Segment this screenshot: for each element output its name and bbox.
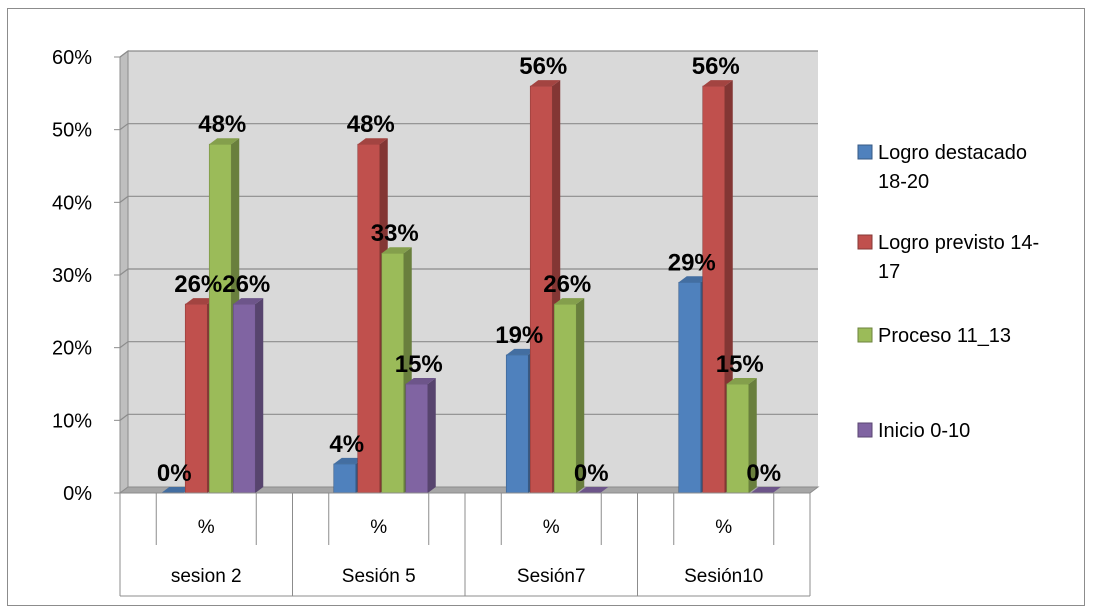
bar-top bbox=[506, 348, 537, 355]
data-label: 0% bbox=[574, 460, 609, 487]
bar-top bbox=[161, 487, 192, 493]
bar-front bbox=[232, 303, 256, 494]
bars bbox=[160, 80, 781, 494]
legend-swatch bbox=[857, 327, 873, 343]
bar-side bbox=[255, 298, 264, 493]
bar-top bbox=[726, 378, 757, 384]
y-axis-ticks: 0% 10% 20% 30% 40% 50% 60% bbox=[52, 47, 121, 505]
y-tick-label: 0% bbox=[63, 483, 92, 505]
data-label: 29% bbox=[668, 249, 716, 276]
legend-label: Inicio 0-10 bbox=[878, 420, 970, 442]
bar-top bbox=[702, 80, 733, 87]
gridline bbox=[119, 50, 818, 58]
legend-label: Logro previsto 14- bbox=[878, 232, 1039, 254]
bar-front bbox=[678, 281, 702, 494]
bar-front bbox=[208, 143, 232, 494]
category-label: Sesión7 bbox=[517, 566, 586, 587]
bar-top bbox=[578, 487, 609, 493]
bar-front bbox=[405, 383, 429, 494]
bar bbox=[553, 298, 585, 494]
bar-top bbox=[678, 276, 709, 283]
data-label: 26% bbox=[543, 271, 591, 298]
gridline bbox=[119, 123, 818, 131]
data-label: 33% bbox=[371, 220, 419, 247]
y-tick-label: 40% bbox=[52, 192, 92, 214]
data-label: 26% bbox=[222, 271, 270, 298]
legend-label: 18-20 bbox=[878, 171, 929, 193]
legend-item: Proceso 11_13 bbox=[857, 325, 1011, 347]
bar-top bbox=[554, 298, 585, 305]
data-labels: 0% 26% 48% 26% 4% 48% 33% 15% 19% 56% 26% 0% 29% 56% 1… bbox=[157, 53, 781, 487]
legend-label: 17 bbox=[878, 261, 900, 283]
category-label: Sesión10 bbox=[684, 566, 763, 587]
legend-swatch bbox=[857, 422, 873, 438]
bar-front bbox=[702, 85, 726, 494]
bar bbox=[405, 378, 436, 494]
bar-front bbox=[505, 354, 529, 494]
legend-label: Proceso 11_13 bbox=[878, 325, 1011, 347]
data-label: 26% bbox=[174, 271, 222, 298]
data-label: 0% bbox=[157, 460, 192, 487]
gridline bbox=[119, 413, 818, 421]
legend-item: Logro previsto 14- 17 bbox=[857, 232, 1039, 283]
gridline bbox=[119, 268, 818, 276]
gridline bbox=[119, 195, 818, 203]
y-tick-label: 30% bbox=[52, 265, 92, 287]
legend-item: Inicio 0-10 bbox=[857, 420, 970, 442]
legend: Logro destacado 18-20 Logro previsto 14- 17… bbox=[857, 142, 1039, 442]
legend-item: Logro destacado 18-20 bbox=[857, 142, 1027, 193]
bar-top bbox=[530, 80, 561, 87]
bar bbox=[726, 378, 757, 494]
bar-side bbox=[427, 378, 436, 493]
data-label: 0% bbox=[746, 460, 781, 487]
y-tick-label: 60% bbox=[52, 47, 92, 69]
sub-category-label: % bbox=[198, 517, 215, 538]
bar-top bbox=[750, 487, 781, 493]
bar-top bbox=[233, 298, 264, 305]
y-tick-label: 10% bbox=[52, 410, 92, 432]
data-label: 15% bbox=[716, 351, 764, 378]
data-label: 48% bbox=[198, 111, 246, 138]
bar-side bbox=[576, 298, 585, 493]
data-label: 56% bbox=[692, 53, 740, 80]
bar-side bbox=[748, 378, 757, 493]
bar-top bbox=[405, 378, 436, 384]
bar-top bbox=[185, 298, 216, 305]
data-label: 4% bbox=[329, 431, 364, 458]
y-tick-label: 20% bbox=[52, 338, 92, 360]
sub-category-label: % bbox=[715, 517, 732, 538]
data-label: 56% bbox=[519, 53, 567, 80]
data-label: 48% bbox=[347, 111, 395, 138]
legend-label: Logro destacado bbox=[878, 142, 1027, 164]
bar-top bbox=[381, 247, 412, 254]
bar bbox=[232, 298, 264, 494]
sub-category-label: % bbox=[370, 517, 387, 538]
sub-category-label: % bbox=[543, 517, 560, 538]
bar-top bbox=[357, 138, 388, 145]
category-label: sesion 2 bbox=[171, 566, 242, 587]
gridlines bbox=[119, 50, 818, 421]
data-label: 15% bbox=[395, 351, 443, 378]
legend-swatch bbox=[857, 144, 873, 160]
bar-top bbox=[209, 138, 240, 145]
bar-top bbox=[333, 457, 364, 464]
gridline bbox=[119, 341, 818, 349]
y-tick-label: 50% bbox=[52, 120, 92, 142]
category-label: Sesión 5 bbox=[342, 566, 416, 587]
legend-swatch bbox=[857, 234, 873, 250]
bar-front bbox=[333, 463, 357, 494]
data-label: 19% bbox=[495, 322, 543, 349]
category-axis: % sesion 2% Sesión 5% Sesión7% Sesión10 bbox=[119, 492, 811, 597]
